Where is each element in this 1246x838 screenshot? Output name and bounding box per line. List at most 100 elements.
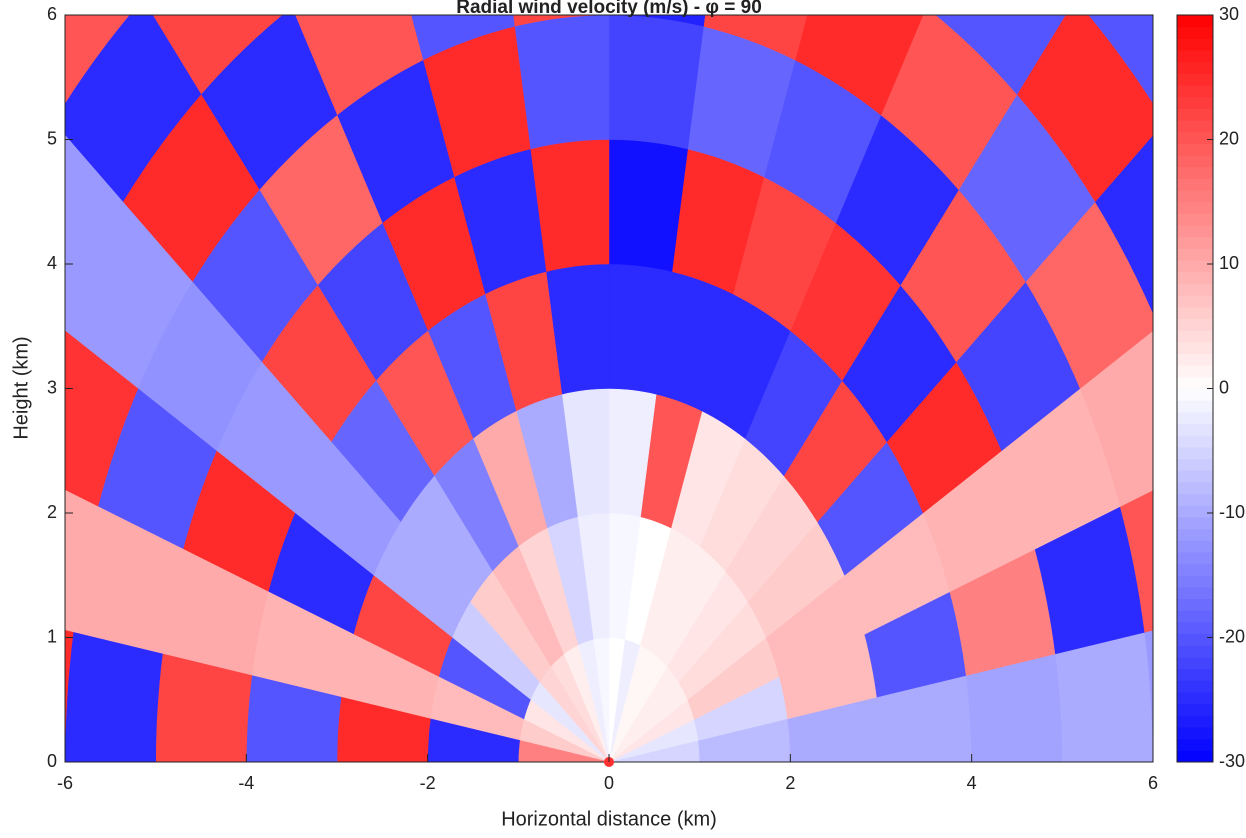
colorbar-step xyxy=(1177,586,1213,600)
colorbar-step xyxy=(1177,131,1213,144)
colorbar-step xyxy=(1177,738,1213,751)
colorbar-step xyxy=(1177,365,1213,378)
colorbar-step xyxy=(1177,330,1213,343)
colorbar-tick-label: 10 xyxy=(1219,253,1239,273)
colorbar-step xyxy=(1177,645,1213,658)
y-axis-label: Height (km) xyxy=(10,336,32,439)
colorbar-tick-label: 0 xyxy=(1219,377,1229,397)
chart-title: Radial wind velocity (m/s) - φ = 90 xyxy=(456,0,762,18)
colorbar-step xyxy=(1177,446,1213,460)
colorbar-tick-label: -20 xyxy=(1219,626,1245,646)
colorbar-step xyxy=(1177,575,1213,588)
colorbar-step xyxy=(1177,598,1213,611)
colorbar-step xyxy=(1177,376,1213,389)
colorbar-step xyxy=(1177,656,1213,670)
colorbar-step xyxy=(1177,481,1213,495)
colorbar-step xyxy=(1177,528,1213,541)
colorbar-step xyxy=(1177,73,1213,86)
colorbar-step xyxy=(1177,750,1213,763)
colorbar-step xyxy=(1177,388,1213,401)
colorbar-step xyxy=(1177,493,1213,506)
colorbar-step xyxy=(1177,178,1213,191)
colorbar-step xyxy=(1177,563,1213,576)
range-gate xyxy=(826,0,972,7)
range-gate xyxy=(1055,631,1153,762)
colorbar-step xyxy=(1177,353,1213,366)
colorbar-step xyxy=(1177,703,1213,716)
colorbar-step xyxy=(1177,166,1213,179)
colorbar-step xyxy=(1177,691,1213,705)
y-tick-label: 4 xyxy=(47,253,57,273)
plot-area xyxy=(0,0,1246,762)
colorbar-step xyxy=(1177,38,1213,51)
range-gate xyxy=(65,134,124,314)
colorbar-step xyxy=(1177,213,1213,226)
colorbar-step xyxy=(1177,633,1213,646)
colorbar-step xyxy=(1177,680,1213,693)
x-axis-label: Horizontal distance (km) xyxy=(501,808,717,830)
colorbar-step xyxy=(1177,225,1213,238)
y-tick-label: 3 xyxy=(47,377,57,397)
colorbar-step xyxy=(1177,85,1213,98)
colorbar-step xyxy=(1177,295,1213,308)
range-gate xyxy=(0,42,53,264)
colorbar-step xyxy=(1177,318,1213,331)
range-gate xyxy=(0,421,13,610)
colorbar-step xyxy=(1177,260,1213,273)
colorbar-step xyxy=(1177,306,1213,319)
colorbar-step xyxy=(1177,423,1213,436)
colorbar-tick-label: 20 xyxy=(1219,128,1239,148)
colorbar-step xyxy=(1177,435,1213,448)
range-gate xyxy=(1237,202,1246,421)
range-gate xyxy=(514,15,610,150)
colorbar-step xyxy=(1177,505,1213,518)
colorbar-step xyxy=(1177,271,1213,284)
colorbar-step xyxy=(1177,155,1213,168)
colorbar-step xyxy=(1177,50,1213,63)
x-tick-label: 2 xyxy=(785,773,795,793)
colorbar-step xyxy=(1177,411,1213,425)
range-gate xyxy=(65,630,74,762)
x-tick-label: 4 xyxy=(967,773,977,793)
range-gate xyxy=(608,15,704,150)
colorbar-step xyxy=(1177,61,1213,74)
colorbar-step xyxy=(1177,248,1213,261)
colorbar-step xyxy=(1177,610,1213,623)
range-gate xyxy=(1088,15,1153,104)
colorbar-step xyxy=(1177,201,1213,214)
colorbar-step xyxy=(1177,668,1213,681)
x-tick-label: 0 xyxy=(604,773,614,793)
colorbar-tick-label: -10 xyxy=(1219,502,1245,522)
colorbar-tick-label: -30 xyxy=(1219,751,1245,771)
colorbar-step xyxy=(1177,516,1213,530)
colorbar-step xyxy=(1177,236,1213,249)
colorbar-step xyxy=(1177,458,1213,471)
colorbar: -30 -20 -10 0 10 20 30 xyxy=(1176,4,1245,771)
colorbar-step xyxy=(1177,726,1213,740)
colorbar-step xyxy=(1177,96,1213,109)
colorbar-step xyxy=(1177,715,1213,728)
y-tick-label: 5 xyxy=(47,128,57,148)
x-tick-label: -6 xyxy=(57,773,73,793)
range-gate xyxy=(1234,589,1246,762)
colorbar-step xyxy=(1177,120,1213,133)
x-tick-label: -4 xyxy=(238,773,254,793)
colorbar-step xyxy=(1177,283,1213,296)
y-tick-label: 2 xyxy=(47,502,57,522)
colorbar-step xyxy=(1177,341,1213,354)
colorbar-step xyxy=(1177,400,1213,413)
colorbar-tick-label: 30 xyxy=(1219,4,1239,24)
range-gate xyxy=(246,0,392,7)
colorbar-step xyxy=(1177,26,1213,39)
colorbar-step xyxy=(1177,190,1213,203)
y-tick-label: 0 xyxy=(47,751,57,771)
range-gate xyxy=(65,631,163,762)
range-gate xyxy=(608,15,706,27)
range-gate xyxy=(935,15,1066,95)
colorbar-step xyxy=(1177,540,1213,553)
colorbar-step xyxy=(1177,143,1213,156)
y-tick-label: 6 xyxy=(47,4,57,24)
colorbar-step xyxy=(1177,621,1213,635)
colorbar-step xyxy=(1177,15,1213,28)
